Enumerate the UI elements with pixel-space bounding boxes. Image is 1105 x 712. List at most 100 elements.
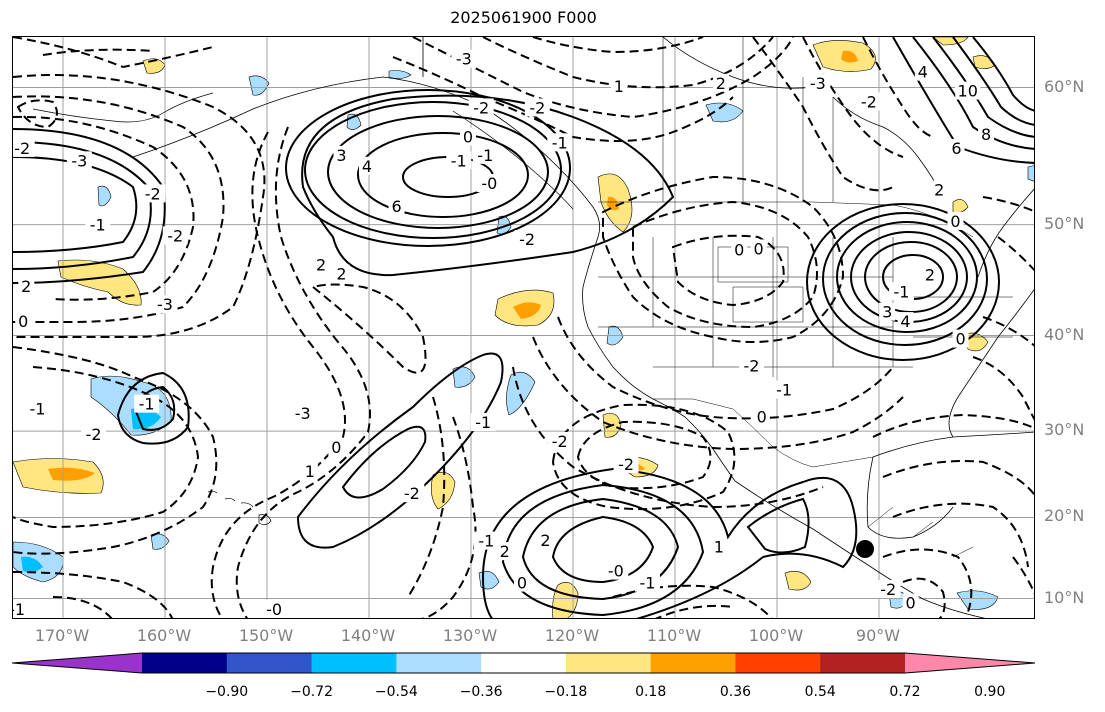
contour-label: -1	[552, 133, 568, 152]
colorbar-segment	[650, 653, 736, 673]
contour-high-pacific	[357, 132, 529, 218]
contour-label-background	[333, 264, 350, 283]
contour-label: 2	[716, 74, 726, 93]
contour-label: 3	[336, 146, 346, 165]
contour-label-background	[922, 265, 938, 284]
shading-patch	[431, 471, 456, 510]
contour-high-pacific-outer	[301, 94, 675, 277]
contour-label: 1	[305, 462, 315, 481]
contour-label: -2	[880, 580, 896, 599]
longitude-label: 140°W	[340, 626, 396, 645]
colorbar-tick-label: −0.54	[374, 684, 418, 700]
contour-label: -0	[481, 174, 497, 193]
contour-label-background	[537, 530, 554, 549]
contour-high-ep	[521, 497, 680, 601]
contour-label: 4	[362, 157, 372, 176]
contour-label-background	[473, 531, 499, 550]
contour-label-background	[13, 138, 35, 157]
latitude-label: 60°N	[1044, 76, 1085, 96]
contour-label-background	[514, 573, 530, 592]
contour-label: -1	[13, 600, 25, 619]
contour-label: 4	[918, 63, 928, 82]
contour-label: -2	[404, 484, 420, 503]
contour-label: -1	[478, 532, 494, 551]
contour-label-background	[875, 579, 901, 598]
contour-label-background	[753, 407, 770, 426]
contour-dashed	[210, 131, 346, 618]
shading-patch	[932, 37, 969, 46]
colorbar	[11, 652, 1036, 680]
contour-dashed	[882, 548, 973, 613]
longitude-label: 120°W	[544, 626, 600, 645]
coastline-baja	[684, 416, 736, 482]
contour-high-ep	[551, 515, 655, 584]
coastlines-layer	[132, 37, 1034, 618]
contour-label-background	[388, 197, 405, 216]
colorbar-outline	[11, 652, 1036, 674]
coastline-mexico-east	[866, 456, 954, 539]
colorbar-segment	[481, 653, 567, 673]
contour-label: -1	[475, 413, 491, 432]
contour-dashed	[532, 37, 704, 54]
contour-high-ep	[746, 497, 810, 554]
colorbar-extend-max	[905, 653, 1035, 673]
contour-label-background	[978, 124, 995, 143]
positive-contours	[13, 37, 1034, 618]
contour-label-background	[739, 356, 764, 375]
contour-label: 2	[925, 266, 935, 285]
contour-dashed	[982, 196, 1034, 213]
contour-label: -3	[71, 151, 87, 170]
longitude-label: 160°W	[136, 626, 192, 645]
contour-label-background	[610, 76, 627, 95]
contour-dashed	[407, 396, 446, 598]
contour-label: -1	[90, 216, 106, 235]
contour-label: 0	[331, 438, 341, 457]
contour-label: -2	[861, 92, 877, 111]
contour-label: -1	[451, 151, 467, 170]
contour-label: 0	[18, 312, 28, 331]
contour-label-background	[25, 399, 50, 418]
contour-label-background	[603, 561, 629, 580]
contour-label-background	[301, 461, 318, 480]
contour-label: 0	[956, 330, 966, 349]
strong-negative-shading-layer	[21, 408, 161, 573]
contour-label-background	[451, 49, 477, 68]
contour-high-west	[13, 128, 166, 284]
latitude-label: 40°N	[1044, 324, 1085, 344]
border-states-b	[598, 276, 1013, 368]
contour-label-background	[914, 62, 931, 81]
longitude-label: 150°W	[238, 626, 294, 645]
contour-dashed	[632, 200, 818, 329]
contour-label: 6	[391, 197, 401, 216]
colorbar-tick-label: −0.90	[205, 684, 249, 700]
latitude-label: 20°N	[1044, 506, 1085, 526]
map-panel[interactable]: 643220-1-2-2-3-1-2-2-3-364200-1-2-1-301-…	[12, 36, 1035, 619]
longitude-label: 130°W	[442, 626, 498, 645]
contour-dashed	[52, 596, 113, 618]
contour-label-background	[459, 127, 476, 146]
contour-label-background	[66, 151, 92, 170]
contour-high-ne	[932, 37, 1034, 138]
contour-label-background	[731, 240, 748, 259]
contour-high-ne	[952, 37, 1034, 126]
contour-label: 2	[21, 277, 31, 296]
colorbar-segment	[735, 653, 821, 673]
contour-label-background	[931, 180, 948, 199]
contour-label-background	[514, 230, 540, 249]
contour-high-west	[13, 141, 152, 270]
contour-label: 1	[714, 537, 724, 556]
coastline-alaska	[132, 76, 601, 238]
colorbar-tick-label: 0.72	[889, 684, 921, 700]
contour-label-background	[888, 282, 914, 301]
contour-label-background	[81, 424, 107, 443]
contour-label-background	[856, 92, 882, 111]
location-marker[interactable]	[856, 540, 874, 558]
contour-dashed	[392, 56, 734, 142]
coastline-east-us	[948, 289, 1034, 438]
contour-label: 0	[754, 239, 764, 258]
contour-label-background	[712, 73, 729, 92]
contour-label: -0	[266, 600, 282, 619]
colorbar-segment	[142, 653, 228, 673]
colorbar-tick-label: 0.36	[719, 684, 752, 700]
contour-label-background	[948, 138, 965, 157]
